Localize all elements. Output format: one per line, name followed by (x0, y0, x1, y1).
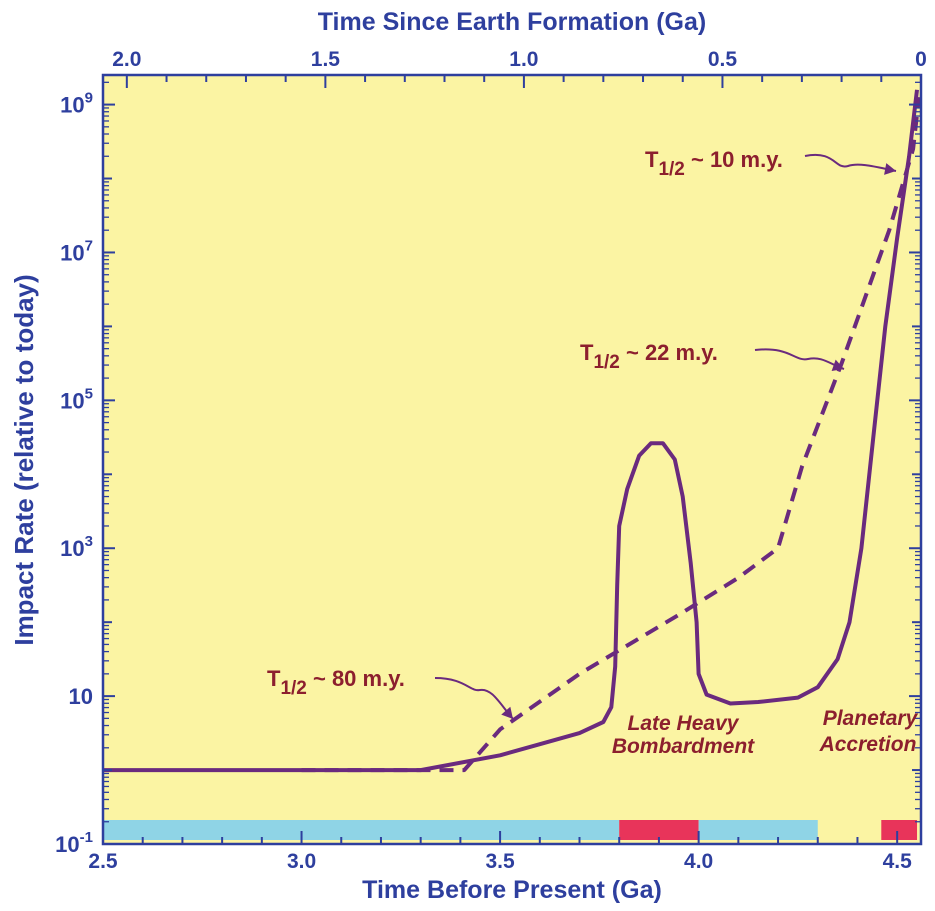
bottom-axis-title: Time Before Present (Ga) (362, 876, 662, 904)
timeline-bar-0 (103, 820, 620, 840)
annotation-arrowhead (831, 359, 844, 371)
annotation-arrow (804, 153, 897, 172)
annotation-prefix: T (645, 147, 659, 172)
tick-labels-layer: 2.5 3.0 3.5 4.0 4.52.0 1.5 1.0 0.5 0109107105103… (55, 48, 927, 873)
y-tick-label: 103 (60, 533, 93, 561)
y-tick-base: 10 (69, 684, 93, 709)
annotation-arrow (754, 348, 845, 370)
top-tick-label: 0 (915, 48, 927, 71)
region-label-accretion-line1: Planetary (823, 707, 919, 730)
plot-frame (101, 73, 923, 846)
top-tick-label: 2.0 (112, 48, 141, 71)
annotation-arrowhead (884, 163, 896, 175)
bottom-tick-label: 3.5 (485, 850, 515, 873)
y-tick-base: 10 (60, 240, 84, 265)
annotation-suffix: ~ 10 m.y. (685, 147, 783, 172)
y-tick-label: 107 (60, 237, 93, 265)
ticks-layer (102, 75, 922, 845)
y-tick-exponent: 7 (85, 237, 93, 254)
annotation-arrowhead (501, 706, 513, 719)
bottom-tick-label: 3.0 (287, 850, 316, 873)
annotation-subscript: 1/2 (593, 352, 619, 373)
timeline-bar-3 (881, 820, 918, 840)
annotation-subscript: 1/2 (280, 678, 306, 699)
y-tick-base: 10 (60, 388, 84, 413)
timeline-bar-1 (619, 820, 699, 840)
annotation-subscript: 1/2 (658, 159, 684, 180)
region-label-late-heavy-line1: Late Heavy (628, 712, 740, 735)
region-label-accretion-line2: Accretion (819, 733, 917, 756)
timeline-bar-2 (698, 820, 818, 840)
series-dashed-line (301, 96, 921, 773)
annotation-prefix: T (580, 340, 594, 365)
plot-background (103, 75, 921, 844)
bars-layer (103, 820, 918, 840)
annotation-arrow (434, 677, 514, 720)
y-tick-exponent: 9 (85, 90, 93, 107)
top-tick-label: 1.5 (311, 48, 341, 71)
series-solid-line (103, 89, 919, 773)
annotation-prefix: T (267, 666, 281, 691)
top-tick-label: 0.5 (708, 48, 738, 71)
top-axis-title: Time Since Earth Formation (Ga) (318, 8, 707, 36)
annotation-suffix: ~ 80 m.y. (307, 666, 405, 691)
y-tick-label: 109 (60, 90, 93, 118)
annotation-suffix: ~ 22 m.y. (620, 340, 718, 365)
curves-layer (103, 89, 921, 773)
y-tick-exponent: 5 (85, 385, 93, 402)
y-tick-label: 10-1 (55, 829, 93, 857)
annotations-layer: T1/2 ~ 10 m.y.T1/2 ~ 22 m.y.T1/2 ~ 80 m.… (267, 147, 897, 720)
y-tick-exponent: -1 (80, 829, 93, 846)
top-tick-label: 1.0 (509, 48, 538, 71)
half-life-annotation: T1/2 ~ 80 m.y. (267, 666, 405, 699)
y-tick-label: 10 (69, 684, 93, 709)
y-tick-base: 10 (55, 832, 79, 857)
bottom-tick-label: 2.5 (88, 850, 118, 873)
y-tick-exponent: 3 (85, 533, 93, 550)
half-life-annotation: T1/2 ~ 22 m.y. (580, 340, 718, 373)
bottom-tick-label: 4.5 (883, 850, 913, 873)
y-tick-base: 10 (60, 536, 84, 561)
region-label-late-heavy-line2: Bombardment (612, 735, 755, 758)
y-axis-title: Impact Rate (relative to today) (9, 274, 39, 645)
y-tick-label: 105 (60, 385, 93, 413)
bottom-tick-label: 4.0 (684, 850, 713, 873)
half-life-annotation: T1/2 ~ 10 m.y. (645, 147, 783, 180)
y-tick-base: 10 (60, 93, 84, 118)
